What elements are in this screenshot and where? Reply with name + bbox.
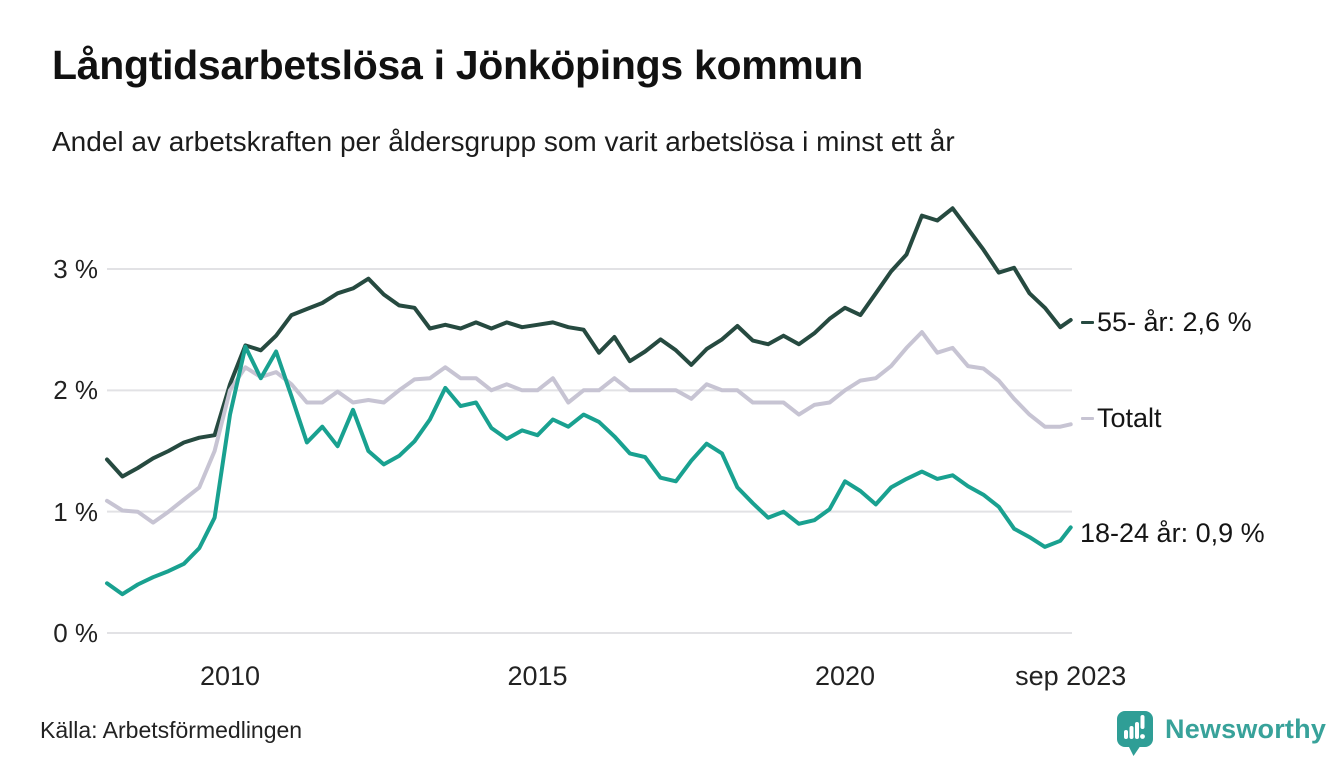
line-series-55-r (105, 206, 1073, 479)
series-label-55: 55- år: 2,6 % (1081, 306, 1252, 338)
series-label-totalt: Totalt (1081, 402, 1162, 434)
series-55-connector-tick (1081, 320, 1094, 324)
brand-name: Newsworthy (1165, 714, 1327, 744)
y-axis-tick-label: 0 % (53, 618, 98, 648)
series-totalt-connector-tick (1081, 416, 1094, 420)
y-axis-tick-label: 3 % (53, 254, 98, 284)
y-axis-tick-label: 1 % (53, 496, 98, 527)
series-label-18-24-text: 18-24 år: 0,9 % (1080, 518, 1265, 548)
series-label-18-24: 18-24 år: 0,9 % (1080, 517, 1265, 549)
series-lines-group (105, 206, 1073, 597)
x-axis-tick-label: 2010 (199, 661, 261, 691)
gridlines-group (107, 268, 1072, 634)
page-title: Långtidsarbetslösa i Jönköpings kommun (52, 42, 864, 88)
x-axis-tick-label: 2015 (507, 661, 568, 691)
line-series-18-24-r (105, 344, 1073, 597)
brand-logo: Newsworthy (1116, 710, 1326, 757)
newsworthy-logo-icon (1117, 711, 1153, 756)
series-label-totalt-text: Totalt (1097, 403, 1162, 433)
x-axis-tick-label: 2020 (814, 661, 876, 691)
y-axis-tick-label: 2 % (53, 375, 98, 406)
x-axis-tick-label: sep 2023 (1015, 661, 1127, 691)
source-credit: Källa: Arbetsförmedlingen (40, 717, 303, 743)
page-subtitle: Andel av arbetskraften per åldersgrupp s… (52, 126, 955, 157)
line-series-Totalt (105, 330, 1073, 525)
series-label-55-text: 55- år: 2,6 % (1097, 307, 1252, 337)
